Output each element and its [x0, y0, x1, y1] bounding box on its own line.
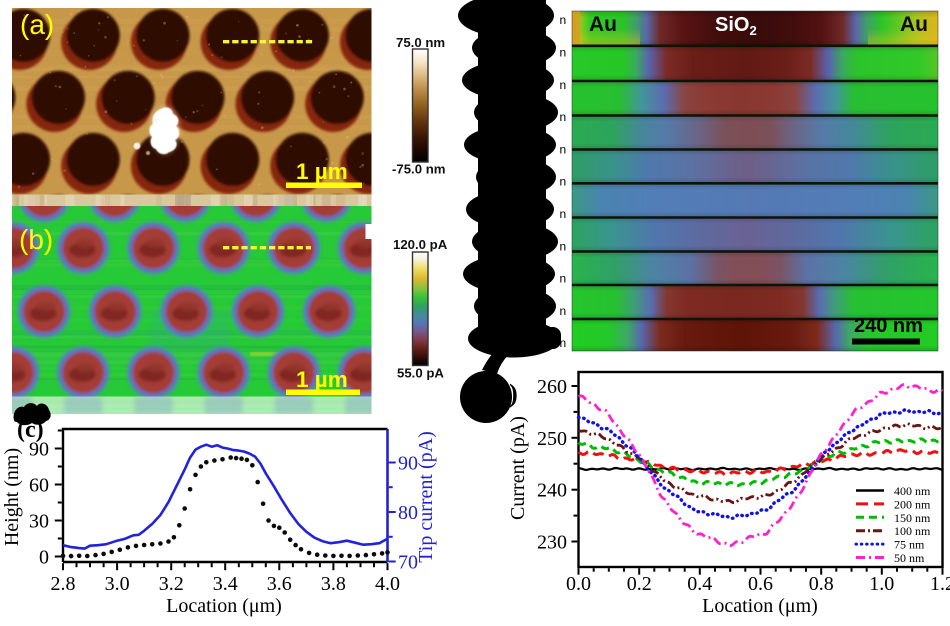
svg-text:90: 90 — [29, 439, 49, 461]
svg-text:2.8: 2.8 — [51, 573, 76, 595]
svg-text:60: 60 — [29, 475, 49, 497]
svg-text:0.4: 0.4 — [687, 573, 712, 595]
svg-text:70: 70 — [398, 552, 418, 574]
svg-text:(b): (b) — [19, 224, 53, 255]
svg-text:1.0: 1.0 — [869, 573, 894, 595]
svg-text:240: 240 — [537, 480, 567, 502]
svg-text:n: n — [560, 142, 567, 156]
svg-text:1 µm: 1 µm — [296, 159, 348, 184]
svg-text:n: n — [560, 207, 567, 221]
svg-text:75 nm: 75 nm — [894, 538, 925, 552]
svg-text:Au: Au — [900, 13, 928, 36]
svg-text:(a): (a) — [20, 9, 54, 40]
svg-text:n: n — [560, 239, 567, 253]
svg-text:Location (μm): Location (μm) — [702, 595, 818, 617]
svg-text:240 nm: 240 nm — [854, 315, 923, 337]
svg-text:n: n — [560, 46, 567, 60]
svg-text:n: n — [560, 304, 567, 318]
svg-text:n: n — [560, 78, 567, 92]
svg-text:30: 30 — [29, 511, 49, 533]
svg-text:n: n — [560, 272, 567, 286]
svg-text:1 µm: 1 µm — [296, 367, 348, 392]
svg-text:0: 0 — [39, 547, 49, 569]
svg-text:120.0 pA: 120.0 pA — [393, 237, 448, 252]
svg-text:Tip current (pA): Tip current (pA) — [415, 431, 437, 562]
svg-text:Location (μm): Location (μm) — [166, 595, 282, 617]
svg-text:90: 90 — [398, 453, 418, 475]
svg-text:200 nm: 200 nm — [894, 497, 931, 511]
svg-text:n: n — [560, 13, 567, 27]
svg-text:1.2: 1.2 — [930, 573, 950, 595]
svg-text:0.8: 0.8 — [809, 573, 834, 595]
svg-text:75.0 nm: 75.0 nm — [396, 35, 445, 50]
svg-text:230: 230 — [537, 532, 567, 554]
svg-text:400 nm: 400 nm — [894, 484, 931, 498]
svg-text:3.2: 3.2 — [159, 573, 184, 595]
svg-text:3.8: 3.8 — [321, 573, 346, 595]
svg-text:80: 80 — [398, 502, 418, 524]
svg-text:(d): (d) — [486, 379, 518, 408]
svg-text:260: 260 — [537, 376, 567, 398]
svg-text:250: 250 — [537, 428, 567, 450]
svg-text:Height (nm): Height (nm) — [1, 448, 23, 546]
svg-text:100 nm: 100 nm — [894, 524, 931, 538]
svg-text:3.4: 3.4 — [213, 573, 238, 595]
svg-text:150 nm: 150 nm — [894, 511, 931, 525]
svg-text:n: n — [560, 110, 567, 124]
svg-text:Current (pA): Current (pA) — [507, 416, 529, 520]
svg-text:3.0: 3.0 — [105, 573, 130, 595]
svg-text:0.0: 0.0 — [566, 573, 591, 595]
svg-text:Au: Au — [589, 13, 617, 36]
svg-text:50 nm: 50 nm — [894, 551, 925, 565]
svg-text:-75.0 nm: -75.0 nm — [392, 162, 446, 177]
svg-text:0.2: 0.2 — [627, 573, 652, 595]
svg-text:n: n — [560, 336, 567, 350]
svg-text:55.0 pA: 55.0 pA — [397, 366, 444, 381]
svg-text:3.6: 3.6 — [267, 573, 292, 595]
svg-text:0.6: 0.6 — [748, 573, 773, 595]
svg-text:4.0: 4.0 — [375, 573, 400, 595]
svg-text:n: n — [560, 175, 567, 189]
